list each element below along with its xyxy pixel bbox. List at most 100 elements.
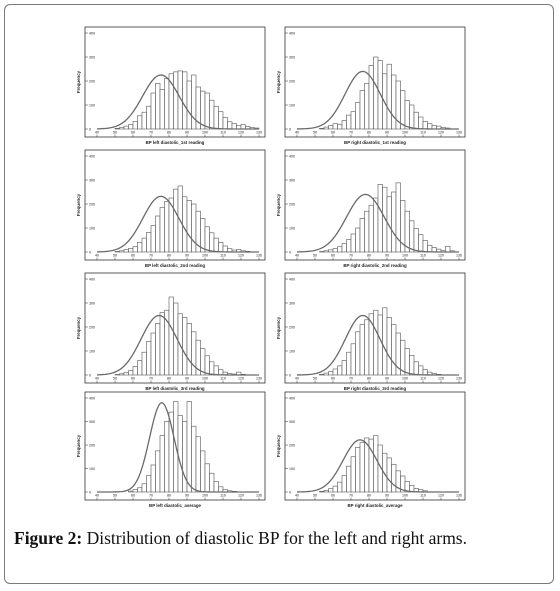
histogram-bar bbox=[337, 365, 343, 376]
histogram-bar bbox=[373, 435, 379, 493]
histogram-bar bbox=[404, 100, 410, 130]
x-tick-label: 50 bbox=[113, 377, 117, 381]
histogram-bar bbox=[195, 436, 201, 493]
histogram-bar bbox=[341, 120, 347, 130]
histogram-bar bbox=[204, 92, 210, 130]
y-tick-label: 0 bbox=[289, 128, 291, 132]
histogram-bar bbox=[413, 111, 419, 130]
histogram-bar bbox=[114, 127, 120, 130]
histogram-bar bbox=[141, 111, 147, 130]
x-tick-label: 70 bbox=[149, 494, 153, 498]
histogram-bar bbox=[213, 481, 219, 493]
x-tick-label: 70 bbox=[149, 254, 153, 258]
x-tick-label: 110 bbox=[220, 494, 226, 498]
normal-curve bbox=[96, 314, 259, 376]
histogram-bar bbox=[350, 343, 356, 376]
y-tick-label: 300 bbox=[89, 179, 95, 183]
histogram-bar bbox=[150, 332, 156, 376]
x-tick-label: 60 bbox=[331, 254, 335, 258]
histogram-bar bbox=[191, 425, 197, 493]
x-tick-label: 70 bbox=[349, 494, 353, 498]
histogram-bar bbox=[319, 373, 325, 376]
histogram-bar bbox=[159, 89, 165, 130]
histogram-bar bbox=[350, 111, 356, 130]
histogram-bar bbox=[422, 121, 428, 130]
histogram-bar bbox=[391, 324, 397, 376]
x-tick-label: 70 bbox=[349, 377, 353, 381]
histogram-bar bbox=[427, 123, 433, 130]
histogram-bar bbox=[204, 463, 210, 493]
x-tick-label: 80 bbox=[167, 494, 171, 498]
x-tick-label: 90 bbox=[385, 254, 389, 258]
histogram-bar bbox=[319, 127, 325, 130]
y-tick-label: 0 bbox=[89, 251, 91, 255]
x-tick-label: 80 bbox=[167, 131, 171, 135]
histogram-panel-1: 0 100 200 300 400 40 50 60 70 80 90 100 110 120 130 BP … bbox=[76, 26, 266, 145]
histogram-bar bbox=[346, 465, 352, 493]
histogram-bar bbox=[155, 323, 161, 376]
histogram-bar bbox=[341, 243, 347, 253]
y-tick-label: 0 bbox=[89, 491, 91, 495]
histogram-bar bbox=[128, 124, 134, 130]
y-tick-label: 400 bbox=[289, 32, 295, 36]
figure-caption: Figure 2: Distribution of diastolic BP f… bbox=[14, 528, 544, 549]
histogram-bar bbox=[209, 472, 215, 493]
histogram-bar bbox=[123, 125, 129, 130]
y-tick-label: 0 bbox=[89, 374, 91, 378]
histogram-bar bbox=[159, 435, 165, 493]
histogram-bar bbox=[191, 203, 197, 253]
x-tick-label: 90 bbox=[385, 131, 389, 135]
normal-curve bbox=[96, 74, 259, 130]
histogram-bar bbox=[364, 83, 370, 130]
x-tick-label: 100 bbox=[202, 494, 208, 498]
histogram-bar bbox=[323, 250, 329, 253]
y-tick-label: 200 bbox=[289, 203, 295, 207]
histogram-bar bbox=[213, 237, 219, 253]
histogram-bar bbox=[164, 201, 170, 253]
x-tick-label: 50 bbox=[313, 254, 317, 258]
histogram-bar bbox=[123, 372, 129, 376]
y-tick-label: 400 bbox=[89, 278, 95, 282]
histogram-bar bbox=[391, 74, 397, 130]
histogram-bar bbox=[337, 481, 343, 493]
x-tick-label: 50 bbox=[313, 131, 317, 135]
histogram-bar bbox=[182, 421, 188, 493]
x-tick-label: 40 bbox=[295, 377, 299, 381]
x-tick-label: 70 bbox=[149, 377, 153, 381]
histogram-bar bbox=[409, 104, 415, 130]
histogram-bar bbox=[445, 245, 451, 253]
x-tick-label: 120 bbox=[438, 131, 444, 135]
x-tick-label: 40 bbox=[295, 494, 299, 498]
histogram-bar bbox=[155, 450, 161, 493]
histogram-bar bbox=[386, 457, 392, 493]
x-tick-label: 120 bbox=[438, 377, 444, 381]
histogram-bar bbox=[409, 355, 415, 376]
x-tick-label: 40 bbox=[295, 131, 299, 135]
histogram-bar bbox=[119, 127, 125, 130]
histogram-bar bbox=[231, 123, 237, 130]
histogram-bar bbox=[418, 365, 424, 376]
x-tick-label: 60 bbox=[131, 254, 135, 258]
histogram-bar bbox=[350, 233, 356, 253]
y-tick-label: 100 bbox=[89, 227, 95, 231]
x-tick-label: 40 bbox=[95, 377, 99, 381]
histogram-bar bbox=[218, 242, 224, 253]
histogram-bar bbox=[337, 246, 343, 253]
histogram-bar bbox=[364, 319, 370, 376]
histogram-bar bbox=[159, 207, 165, 253]
y-tick-label: 400 bbox=[289, 397, 295, 401]
x-tick-label: 60 bbox=[331, 131, 335, 135]
histogram-bar bbox=[200, 90, 206, 130]
histogram-bar bbox=[328, 488, 334, 493]
histogram-bar bbox=[128, 370, 134, 376]
histogram-bar bbox=[177, 415, 183, 493]
x-axis-label: BP right diastolic_1st reading bbox=[344, 140, 406, 145]
histogram-bar bbox=[164, 78, 170, 130]
histogram-bar bbox=[168, 296, 174, 376]
y-tick-label: 0 bbox=[289, 491, 291, 495]
histogram-bar bbox=[200, 450, 206, 493]
histogram-bar bbox=[159, 312, 165, 376]
x-tick-label: 130 bbox=[256, 494, 262, 498]
histogram-bar bbox=[364, 210, 370, 253]
caption-label: Figure 2: bbox=[14, 528, 83, 548]
